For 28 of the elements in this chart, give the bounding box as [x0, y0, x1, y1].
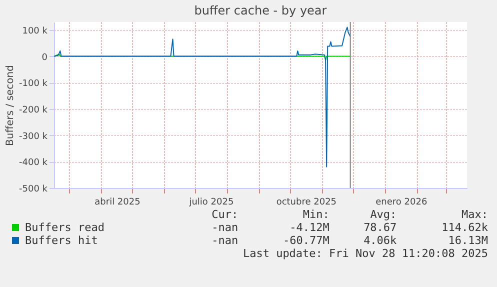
y-tick-label: 0 — [42, 52, 48, 63]
text: Avg: — [369, 208, 398, 221]
y-tick-label: -100 k — [19, 79, 48, 90]
text: -4.12M — [288, 221, 330, 234]
y-tick-label: -200 k — [19, 105, 48, 116]
text: -nan — [210, 221, 240, 234]
x-tick-label: julio 2025 — [188, 198, 234, 208]
text: Last update: Fri Nov 28 11:20:08 2025 — [242, 247, 489, 260]
y-tick-label: -400 k — [19, 158, 48, 168]
text: Min: — [302, 208, 330, 221]
text: 78.67 — [362, 221, 398, 234]
text: 4.06k — [362, 234, 398, 247]
y-tick-label: -500 k — [19, 184, 48, 194]
legend-label: Buffers hit — [24, 234, 99, 247]
y-axis-title: Buffers / second — [5, 65, 16, 146]
chart-title: buffer cache - by year — [194, 4, 327, 18]
text: Max: — [460, 208, 489, 221]
y-tick-label: -300 k — [19, 132, 48, 142]
text: -60.77M — [282, 234, 330, 247]
text: 16.13M — [447, 234, 489, 247]
y-tick-label: 100 k — [22, 26, 48, 36]
text: Cur: — [210, 208, 240, 221]
legend-label: Buffers read — [24, 221, 106, 234]
x-tick-label: enero 2026 — [376, 198, 428, 208]
text: -nan — [210, 234, 240, 247]
text: 114.62k — [440, 221, 489, 234]
x-tick-label: abril 2025 — [94, 198, 140, 208]
x-tick-label: octubre 2025 — [276, 198, 337, 208]
